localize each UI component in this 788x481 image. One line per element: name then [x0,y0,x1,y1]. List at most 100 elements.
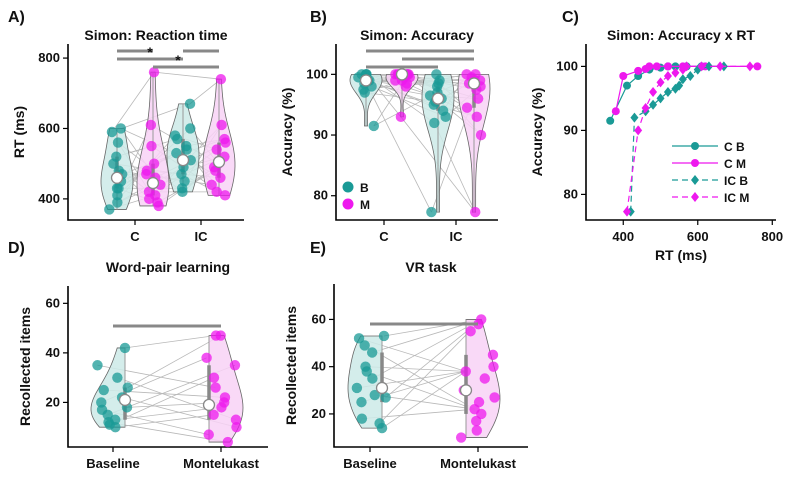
data-point [489,392,500,403]
mean-marker [212,155,226,169]
data-point [215,74,227,85]
data-point [185,123,196,134]
axis-lines [335,44,498,221]
data-point [473,318,484,330]
panel-label: E) [310,240,326,257]
axis-lines [67,44,244,221]
mean-marker [176,154,190,167]
data-point [471,111,482,123]
mean-marker [110,171,124,184]
x-tick-label: Baseline [343,456,396,471]
data-point [471,425,482,436]
series-point [645,62,654,71]
data-point [145,119,157,131]
legend-label: IC M [724,191,749,205]
mean-marker [467,77,481,90]
chart-title: VR task [405,259,457,275]
data-point [361,366,372,377]
data-point [426,206,437,218]
data-point [184,98,196,110]
data-point [153,200,164,212]
series-point [716,61,725,72]
data-point [376,422,388,434]
x-tick-label: Baseline [86,456,139,471]
panel-b: 80 90 100 Accuracy (%) B) Simon: Accuracy C IC B… [279,9,498,244]
y-tick-label: 100 [306,66,328,81]
series-point [649,99,658,110]
legend-marker [691,159,699,167]
chart-title: Simon: Reaction time [84,27,227,43]
series-point [697,61,706,72]
data-point [104,204,115,215]
mean-marker [375,381,389,395]
pair-line [372,319,482,379]
data-point [429,117,440,129]
panel-label: C) [562,9,579,26]
mean-marker [146,176,160,190]
data-point [460,366,471,377]
data-point [366,347,378,358]
data-point [98,384,109,396]
data-point [215,172,226,183]
data-point [367,373,378,384]
data-point [378,330,390,342]
series-point [652,62,661,71]
data-point [146,140,157,152]
legend-label: C B [724,140,745,154]
data-point [150,190,161,201]
data-point [112,197,123,208]
data-point [488,361,499,372]
significance-star: * [175,52,181,68]
series-point [630,112,639,123]
series-point [619,72,628,80]
y-tick-label: 400 [38,191,60,206]
data-point [368,120,379,132]
series-point [678,74,687,85]
y-tick-label: 90 [314,127,328,142]
data-point [110,421,121,433]
chart-title: Word-pair learning [106,259,230,275]
data-point [433,78,444,89]
mean-marker [202,398,216,412]
pair-line [124,335,216,349]
legend-marker [691,142,699,150]
data-point [229,360,241,371]
pair-line [115,414,214,428]
pair-line [111,71,155,133]
panel-label: A) [8,9,25,26]
data-point [356,396,367,408]
x-tick-label: Montelukast [440,456,517,471]
y-tick-label: 60 [312,311,326,326]
series-point [634,66,643,75]
data-point [201,352,212,364]
data-point [177,186,188,198]
data-point [359,87,370,98]
x-tick-label: Montelukast [183,456,260,471]
series-point [753,62,762,71]
panel-label: B) [310,9,327,26]
data-point [465,326,476,337]
data-point [108,158,119,169]
series-point [641,103,650,113]
data-point [112,137,124,148]
x-tick-label: C [130,229,140,244]
x-tick-label: IC [195,229,209,244]
series-point [745,61,754,72]
data-point [400,81,412,92]
legend-marker [691,192,699,202]
mean-marker [395,68,409,81]
data-point [216,119,227,131]
series-point [656,93,665,104]
series-point [671,67,680,78]
series-point [663,87,672,97]
data-point [119,342,131,354]
x-axis-label: RT (ms) [655,247,707,263]
y-tick-label: 20 [312,406,326,421]
data-point [181,144,192,155]
x-tick-label: IC [450,229,464,244]
pair-line [127,335,221,388]
y-tick-label: 80 [314,188,328,203]
mean-marker [359,74,373,87]
pair-line [366,371,475,410]
